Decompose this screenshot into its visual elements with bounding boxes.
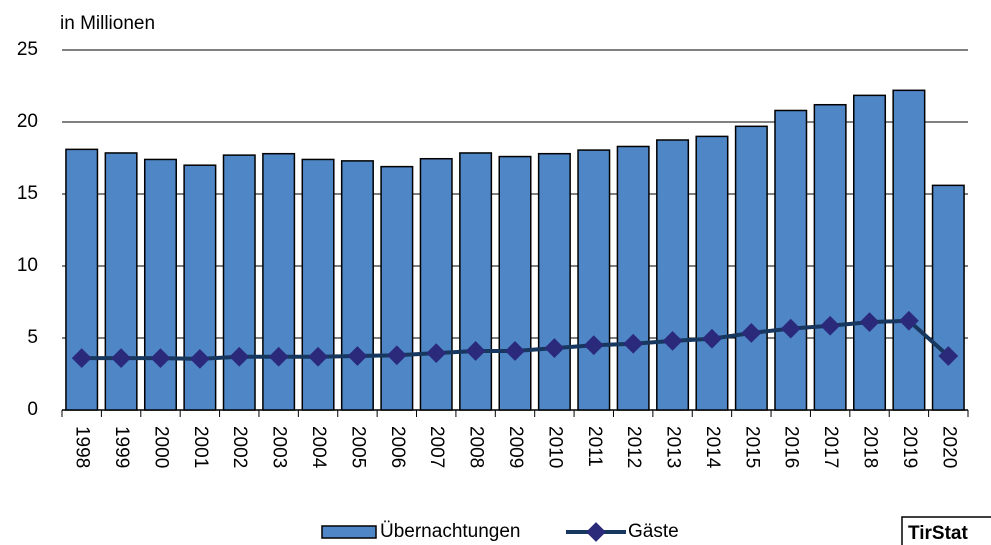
marker: [780, 318, 801, 339]
marker: [938, 346, 959, 366]
marker: [268, 346, 289, 367]
marker: [544, 338, 565, 358]
x-tick-label: 2007: [426, 426, 447, 468]
marker: [662, 330, 683, 351]
x-tick-label: 2009: [505, 426, 526, 468]
bar: [695, 135, 729, 411]
bar: [892, 89, 926, 411]
marker: [426, 343, 447, 364]
marker: [505, 341, 525, 361]
legend-marker: [586, 522, 606, 542]
x-tick-label: 2014: [702, 426, 723, 469]
marker: [229, 346, 250, 367]
bar: [498, 155, 532, 411]
y-tick-label: 10: [17, 255, 38, 276]
legend-swatch: [321, 525, 377, 539]
x-tick-label: 2010: [544, 426, 565, 468]
y-axis-label: in Millionen: [60, 13, 155, 34]
bar: [459, 152, 493, 411]
y-tick-label: 0: [27, 399, 38, 420]
x-tick-label: 2008: [466, 426, 487, 468]
marker: [623, 333, 644, 354]
marker: [308, 346, 328, 367]
bar: [183, 164, 217, 411]
x-tick-label: 2001: [190, 426, 211, 468]
source-box: [901, 516, 991, 545]
x-tick-label: 1998: [72, 426, 93, 468]
marker: [899, 310, 919, 331]
marker: [189, 348, 210, 369]
x-tick-label: 2002: [229, 426, 250, 468]
y-tick-label: 20: [17, 111, 38, 132]
marker: [465, 341, 486, 361]
bar: [774, 109, 808, 411]
bar: [931, 184, 965, 411]
x-tick-label: 2019: [899, 426, 920, 468]
y-tick-label: 25: [17, 39, 38, 60]
y-tick-label: 5: [27, 327, 38, 348]
x-tick-label: 2011: [584, 426, 605, 467]
marker: [820, 315, 841, 336]
bar: [65, 148, 99, 411]
x-tick-label: 1999: [111, 426, 132, 468]
marker: [111, 348, 131, 369]
marker: [702, 328, 722, 349]
marker: [583, 335, 604, 356]
bar: [340, 160, 374, 411]
x-tick-label: 2003: [269, 426, 290, 468]
marker: [386, 345, 407, 366]
y-tick-label: 15: [17, 183, 38, 204]
marker: [859, 312, 880, 333]
bar: [616, 145, 650, 411]
bar: [262, 152, 296, 411]
legend-label: Übernachtungen: [380, 521, 521, 542]
bar: [143, 158, 177, 411]
marker: [150, 348, 171, 369]
x-tick-label: 2012: [623, 426, 644, 468]
marker: [71, 348, 92, 369]
x-tick-label: 2020: [938, 426, 959, 468]
bar: [537, 152, 571, 411]
marker: [347, 346, 368, 366]
bar: [222, 154, 256, 411]
x-tick-label: 2006: [387, 426, 408, 468]
bar: [813, 103, 847, 411]
bar: [104, 152, 138, 411]
x-tick-label: 2000: [150, 426, 171, 468]
bar: [419, 157, 453, 411]
source: TirStat: [908, 523, 969, 544]
x-tick-label: 2016: [781, 426, 802, 468]
marker: [741, 323, 762, 343]
x-tick-label: 2013: [663, 426, 684, 468]
x-tick-label: 2015: [741, 426, 762, 468]
x-tick-label: 2017: [820, 426, 841, 468]
x-tick-label: 2004: [308, 426, 329, 469]
bar: [380, 165, 414, 411]
x-tick-label: 2005: [347, 426, 368, 468]
bar: [656, 139, 690, 411]
bar: [577, 149, 611, 411]
legend-label: Gäste: [628, 521, 679, 542]
x-tick-label: 2018: [860, 426, 881, 468]
bar: [853, 94, 887, 411]
bar: [301, 158, 335, 411]
bar: [734, 125, 768, 411]
